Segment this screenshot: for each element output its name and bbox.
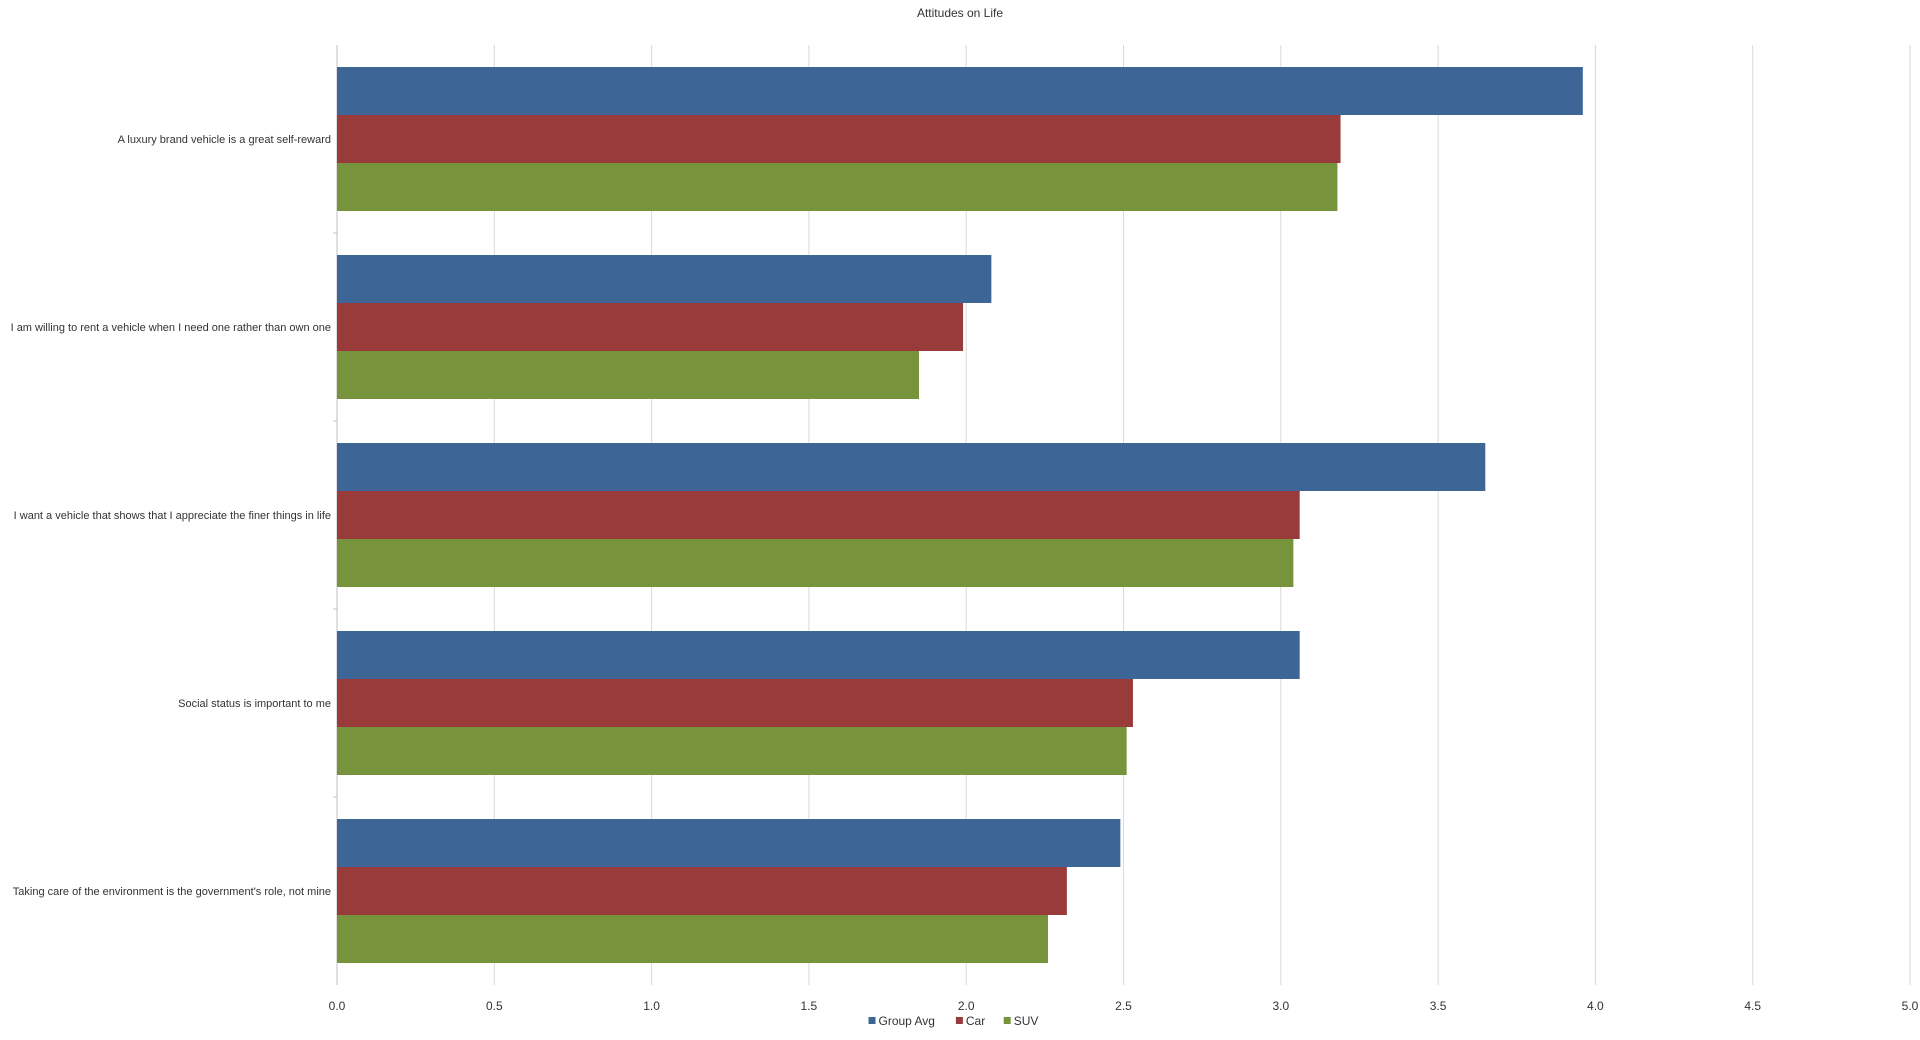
category-label: A luxury brand vehicle is a great self-r… (118, 134, 331, 146)
bar-suv (337, 915, 1048, 963)
legend-swatch (1003, 1017, 1011, 1024)
x-tick-label: 2.5 (1115, 999, 1132, 1013)
bar-car (337, 679, 1133, 727)
bar-group-avg (337, 631, 1300, 679)
x-tick-label: 4.5 (1744, 999, 1761, 1013)
legend-swatch (868, 1017, 876, 1024)
x-tick-label: 2.0 (958, 999, 975, 1013)
axes (333, 45, 338, 985)
bar-group-avg (337, 443, 1486, 491)
chart-title: Attitudes on Life (917, 6, 1003, 20)
legend-item-car[interactable]: Car (955, 1014, 985, 1028)
bar-suv (337, 163, 1338, 211)
x-tick-label: 3.5 (1430, 999, 1447, 1013)
bar-suv (337, 351, 920, 399)
x-tick-labels: 0.0 0.5 1.0 1.5 2.0 2.5 3.0 3.5 4.0 4.5 5.0 (329, 999, 1919, 1013)
bar-suv (337, 727, 1127, 775)
legend-label: SUV (1014, 1014, 1039, 1028)
legend-label: Car (966, 1014, 985, 1028)
bar-car (337, 867, 1067, 915)
legend-swatch (955, 1017, 963, 1024)
category-label: Social status is important to me (178, 698, 331, 710)
category-label: Taking care of the environment is the go… (13, 886, 331, 898)
legend-label: Group Avg (879, 1014, 935, 1028)
bar-car (337, 115, 1341, 163)
category-label: I am willing to rent a vehicle when I ne… (11, 322, 331, 334)
legend[interactable]: Group Avg Car SUV (868, 1014, 1039, 1028)
legend-item-group-avg[interactable]: Group Avg (868, 1014, 935, 1028)
bar-group-avg (337, 819, 1121, 867)
x-tick-label: 1.5 (801, 999, 818, 1013)
bar-group-avg (337, 67, 1583, 115)
bar-car (337, 491, 1300, 539)
category-label: I want a vehicle that shows that I appre… (14, 510, 331, 522)
x-tick-label: 0.5 (486, 999, 503, 1013)
legend-item-suv[interactable]: SUV (1003, 1014, 1039, 1028)
category-labels: A luxury brand vehicle is a great self-r… (11, 134, 331, 898)
bars (337, 67, 1583, 963)
x-tick-label: 4.0 (1587, 999, 1604, 1013)
bar-suv (337, 539, 1294, 587)
bar-group-avg (337, 255, 992, 303)
x-tick-label: 5.0 (1902, 999, 1919, 1013)
x-tick-label: 3.0 (1272, 999, 1289, 1013)
x-tick-label: 1.0 (643, 999, 660, 1013)
x-tick-label: 0.0 (329, 999, 346, 1013)
bar-car (337, 303, 964, 351)
